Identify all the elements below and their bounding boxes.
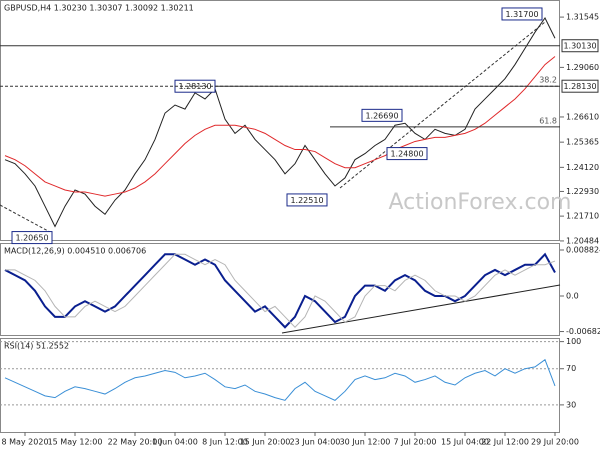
x-tick-label: 1 Jun 04:00 [152,438,198,447]
price-marker-text: 1.28130 [563,82,596,91]
y-tick-label: 1.26610 [566,112,599,121]
y-tick-label: 0.0 [566,291,579,300]
trend-line [339,21,546,189]
y-tick-label: 1.31545 [566,13,599,22]
y-tick-label: 1.20484 [566,236,599,245]
y-tick-label: 0.008824 [566,246,600,255]
y-tick-label: 100 [566,337,581,346]
watermark: ActionForex.com [389,190,572,215]
series-line [4,17,556,228]
x-tick-label: 30 Jun 12:00 [340,438,391,447]
label-text: 1.26690 [365,111,398,120]
x-tick-label: 7 Jul 20:00 [394,438,437,447]
y-tick-label: 1.24120 [566,163,599,172]
label-box [386,147,428,161]
price-panel [0,0,560,241]
x-tick-label: 15 Jul 04:00 [441,438,489,447]
label-box [286,193,328,207]
label-text: 1.20650 [15,234,48,243]
macd-title: MACD(12,26,9) 0.004510 0.006706 [4,247,146,256]
y-tick-label: 1.25365 [566,138,599,147]
rsi-title: RSI(14) 51.2552 [4,342,69,351]
x-tick-label: 22 Jul 12:00 [481,438,529,447]
x-tick-label: 15 May 12:00 [48,438,103,447]
label-text: 1.24800 [390,150,423,159]
label-text: 1.31700 [505,10,538,19]
x-tick-label: 22 May 20:00 [108,438,163,447]
label-box [11,231,53,245]
price-marker-box [561,39,599,53]
macd-trend-line [281,284,561,334]
chart-title: GBPUSD,H4 1.30230 1.30307 1.30092 1.3021… [4,4,194,13]
series-line [4,252,556,329]
x-tick-label: 15 Jun 20:00 [240,438,291,447]
y-tick-label: 70 [566,364,576,373]
y-tick-label: 1.22930 [566,187,599,196]
x-tick-label: 8 May 2020 [1,438,48,447]
series-line [4,56,556,197]
y-tick-label: -0.006825 [566,327,600,336]
label-text: 1.22510 [290,196,323,205]
label-box [361,108,403,122]
rsi-panel [0,338,560,433]
y-tick-label: 1.29060 [566,63,599,72]
x-tick-label: 8 Jun 12:00 [202,438,248,447]
label-box [501,7,543,21]
y-tick-label: 1.21710 [566,212,599,221]
y-tick-label: 30 [566,400,576,409]
fib-label: 61.8 [539,116,557,125]
fib-label: 38.2 [539,76,557,85]
x-tick-label: 29 Jul 20:00 [531,438,579,447]
series-line [4,358,556,401]
trend-line [0,204,51,233]
series-line [5,253,556,328]
macd-panel [0,243,560,336]
x-tick-label: 23 Jun 04:00 [290,438,341,447]
price-marker-text: 1.30130 [563,42,596,51]
price-marker-box [561,79,599,93]
